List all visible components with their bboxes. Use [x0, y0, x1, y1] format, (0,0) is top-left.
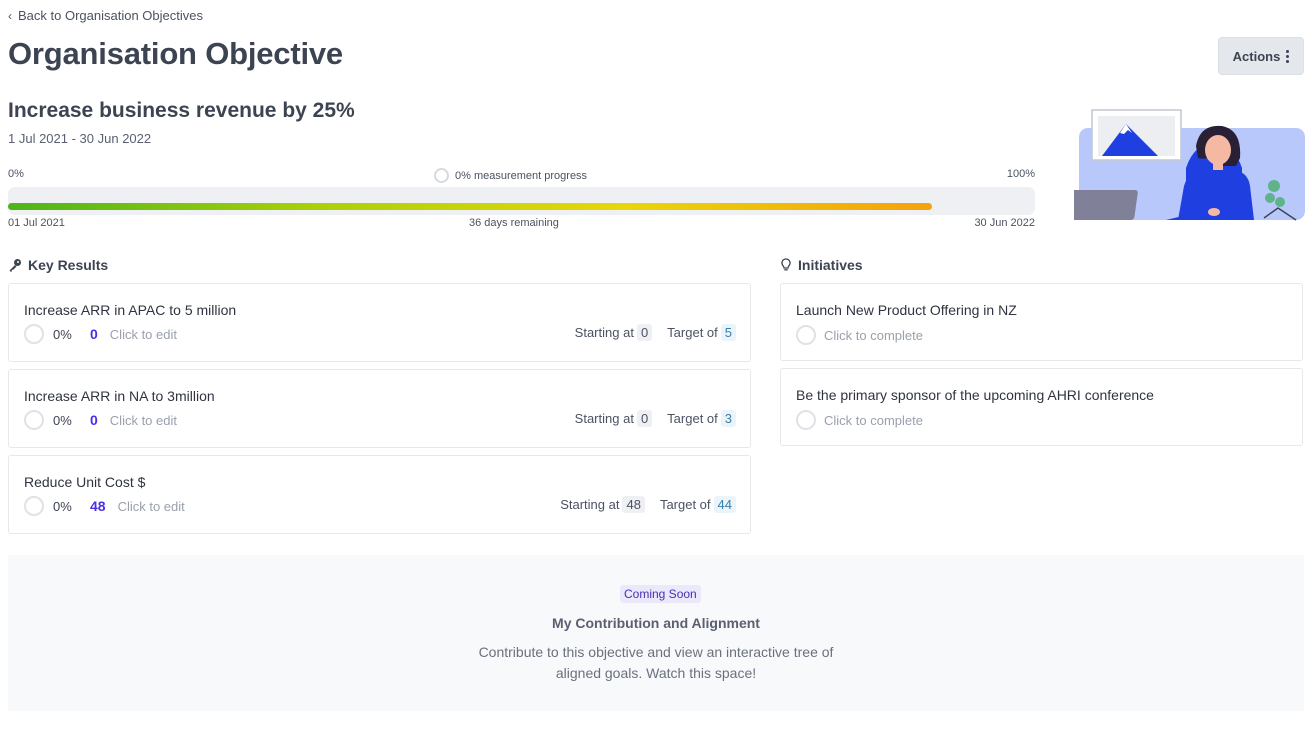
key-result-title: Increase ARR in NA to 3million	[24, 388, 215, 404]
initiative-title: Be the primary sponsor of the upcoming A…	[796, 387, 1154, 403]
measurement-progress-label: 0% measurement progress	[455, 169, 588, 182]
click-to-edit-link[interactable]: Click to edit	[109, 412, 177, 428]
progress-labels-top: 0% 0% measurement progress 100%	[8, 168, 1035, 184]
progress-min-label: 0%	[8, 168, 24, 180]
key-result-percent: 0%	[53, 326, 72, 342]
chevron-left-icon: ‹	[8, 8, 12, 23]
back-link-label: Back to Organisation Objectives	[18, 8, 203, 23]
key-icon	[9, 259, 21, 272]
actions-button[interactable]: Actions	[1218, 37, 1304, 75]
target-label: Target of	[659, 497, 711, 512]
key-result-title: Reduce Unit Cost $	[24, 474, 146, 490]
contribution-description: Contribute to this objective and view an…	[448, 642, 864, 684]
click-to-edit-link[interactable]: Click to edit	[117, 498, 185, 514]
progress-circle-icon	[24, 496, 44, 516]
key-result-card[interactable]: Reduce Unit Cost $ 0% 48 Click to edit S…	[8, 455, 751, 534]
starting-value: 48	[622, 496, 645, 513]
measurement-progress: 0% measurement progress	[434, 168, 587, 183]
page-title: Organisation Objective	[8, 36, 343, 71]
back-to-objectives-link[interactable]: ‹ Back to Organisation Objectives	[8, 8, 203, 23]
days-remaining-label: 36 days remaining	[469, 217, 559, 229]
target-value: 3	[720, 410, 736, 427]
progress-ring-icon	[434, 168, 449, 183]
target-label: Target of	[667, 325, 718, 340]
objective-title: Increase business revenue by 25%	[8, 99, 355, 122]
starting-label: Starting at	[560, 497, 620, 512]
key-result-current-value[interactable]: 48	[90, 498, 106, 514]
coming-soon-panel: Coming Soon My Contribution and Alignmen…	[8, 555, 1304, 711]
coming-soon-badge: Coming Soon	[620, 585, 701, 603]
end-date-label: 30 Jun 2022	[974, 217, 1035, 229]
starting-label: Starting at	[574, 325, 634, 340]
key-results-heading: Key Results	[8, 257, 108, 273]
progress-max-label: 100%	[1006, 168, 1035, 180]
contribution-description-line: Contribute to this objective and view an…	[478, 644, 834, 660]
progress-circle-icon	[24, 410, 44, 430]
start-date-label: 01 Jul 2021	[8, 217, 65, 229]
key-result-progress: 0% 0 Click to edit	[24, 410, 177, 430]
progress-labels-bottom: 01 Jul 2021 36 days remaining 30 Jun 202…	[8, 217, 1035, 231]
lightbulb-icon	[781, 258, 791, 271]
click-to-complete-toggle[interactable]: Click to complete	[796, 410, 923, 430]
starting-label: Starting at	[574, 411, 634, 426]
progress-circle-icon	[24, 324, 44, 344]
time-progress-track	[8, 187, 1035, 215]
key-result-current-value[interactable]: 0	[90, 412, 98, 428]
initiatives-heading-label: Initiatives	[798, 257, 863, 273]
actions-button-label: Actions	[1232, 48, 1281, 64]
woman-at-laptop-illustration	[1074, 109, 1305, 221]
click-to-complete-toggle[interactable]: Click to complete	[796, 325, 923, 345]
contribution-heading: My Contribution and Alignment	[552, 615, 760, 631]
key-result-current-value[interactable]: 0	[90, 326, 98, 342]
complete-circle-icon	[796, 325, 816, 345]
starting-value: 0	[636, 324, 653, 341]
key-result-progress: 0% 0 Click to edit	[24, 324, 177, 344]
starting-value: 0	[636, 410, 653, 427]
key-result-range: Starting at 48 Target of 44	[560, 496, 736, 513]
objective-date-range: 1 Jul 2021 - 30 Jun 2022	[8, 131, 152, 146]
initiatives-heading: Initiatives	[780, 257, 863, 273]
initiative-card[interactable]: Be the primary sponsor of the upcoming A…	[780, 368, 1303, 446]
more-vertical-icon	[1286, 49, 1290, 63]
key-result-title: Increase ARR in APAC to 5 million	[24, 302, 237, 318]
key-result-card[interactable]: Increase ARR in NA to 3million 0% 0 Clic…	[8, 369, 751, 448]
initiative-title: Launch New Product Offering in NZ	[796, 302, 1017, 318]
time-progress-fill	[8, 203, 933, 210]
key-result-percent: 0%	[53, 498, 72, 514]
key-result-progress: 0% 48 Click to edit	[24, 496, 185, 516]
key-result-range: Starting at 0 Target of 3	[575, 410, 736, 427]
key-result-percent: 0%	[53, 412, 72, 428]
click-to-complete-label: Click to complete	[824, 327, 923, 343]
target-value: 44	[713, 496, 736, 513]
click-to-edit-link[interactable]: Click to edit	[109, 326, 177, 342]
target-value: 5	[720, 324, 736, 341]
initiative-card[interactable]: Launch New Product Offering in NZ Click …	[780, 283, 1303, 361]
contribution-description-line: aligned goals. Watch this space!	[555, 665, 757, 681]
target-label: Target of	[667, 411, 718, 426]
click-to-complete-label: Click to complete	[824, 412, 923, 428]
key-result-card[interactable]: Increase ARR in APAC to 5 million 0% 0 C…	[8, 283, 751, 362]
key-results-heading-label: Key Results	[28, 257, 109, 273]
complete-circle-icon	[796, 410, 816, 430]
key-result-range: Starting at 0 Target of 5	[575, 324, 736, 341]
